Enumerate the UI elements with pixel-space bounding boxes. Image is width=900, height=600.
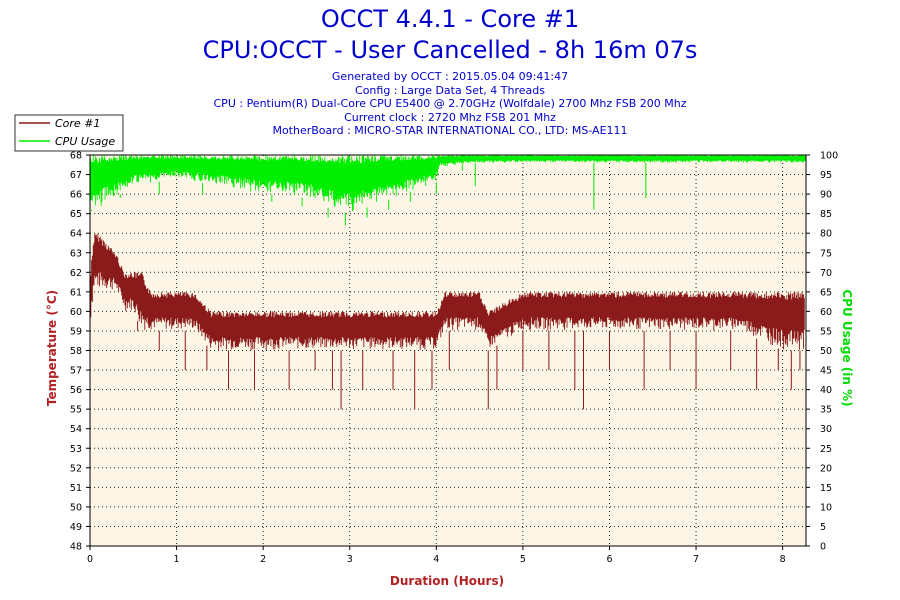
y-tick-label-left: 67 bbox=[70, 170, 82, 181]
legend: Core #1 CPU Usage bbox=[14, 114, 124, 152]
info-motherboard: MotherBoard : MICRO-STAR INTERNATIONAL C… bbox=[272, 124, 628, 137]
y-tick-label-right: 60 bbox=[820, 307, 832, 318]
x-tick-label: 1 bbox=[174, 554, 180, 565]
y-tick-label-right: 65 bbox=[820, 287, 832, 298]
y-tick-label-left: 65 bbox=[70, 209, 82, 220]
series-core-1 bbox=[89, 233, 805, 410]
x-tick-label: 5 bbox=[520, 554, 526, 565]
y-tick-label-right: 10 bbox=[820, 502, 832, 513]
y-tick-label-left: 68 bbox=[70, 151, 82, 162]
y-tick-label-left: 53 bbox=[70, 444, 82, 455]
y-axis-right-label: CPU Usage (in %) bbox=[840, 289, 854, 406]
y-tick-label-left: 57 bbox=[70, 366, 82, 377]
info-config: Config : Large Data Set, 4 Threads bbox=[355, 83, 545, 97]
y-tick-label-left: 50 bbox=[70, 502, 82, 513]
y-tick-label-left: 58 bbox=[70, 346, 82, 357]
y-tick-label-right: 35 bbox=[820, 405, 832, 416]
y-tick-label-right: 40 bbox=[820, 385, 832, 396]
y-tick-label-right: 55 bbox=[820, 326, 832, 337]
y-tick-label-left: 63 bbox=[70, 248, 82, 259]
y-tick-label-left: 52 bbox=[70, 463, 82, 474]
y-tick-label-left: 60 bbox=[70, 307, 82, 318]
y-tick-label-right: 85 bbox=[820, 209, 832, 220]
y-tick-label-right: 75 bbox=[820, 248, 832, 259]
legend-label-cpu: CPU Usage bbox=[55, 135, 115, 148]
x-tick-label: 7 bbox=[693, 554, 699, 565]
y-tick-label-left: 61 bbox=[70, 287, 82, 298]
x-tick-label: 0 bbox=[87, 554, 93, 565]
y-tick-label-right: 20 bbox=[820, 463, 832, 474]
y-tick-label-right: 100 bbox=[820, 151, 838, 162]
info-cpu: CPU : Pentium(R) Dual-Core CPU E5400 @ 2… bbox=[213, 97, 687, 110]
chart-title: OCCT 4.4.1 - Core #1 bbox=[320, 5, 580, 33]
y-tick-label-right: 30 bbox=[820, 424, 832, 435]
ticks: 4849505152535455565758596061626364656667… bbox=[70, 151, 838, 566]
y-tick-label-right: 50 bbox=[820, 346, 832, 357]
y-tick-label-left: 49 bbox=[70, 522, 82, 533]
y-tick-label-left: 56 bbox=[70, 385, 82, 396]
y-tick-label-right: 70 bbox=[820, 268, 832, 279]
x-axis-label: Duration (Hours) bbox=[390, 574, 504, 588]
x-tick-label: 3 bbox=[347, 554, 353, 565]
y-tick-label-left: 64 bbox=[70, 229, 82, 240]
x-tick-label: 6 bbox=[606, 554, 612, 565]
y-tick-label-left: 48 bbox=[70, 542, 82, 553]
y-tick-label-right: 90 bbox=[820, 190, 832, 201]
y-tick-label-right: 80 bbox=[820, 229, 832, 240]
info-generated: Generated by OCCT : 2015.05.04 09:41:47 bbox=[331, 70, 569, 83]
legend-box bbox=[14, 114, 124, 152]
x-tick-label: 2 bbox=[260, 554, 266, 565]
y-tick-label-right: 25 bbox=[820, 444, 832, 455]
y-tick-label-left: 54 bbox=[70, 424, 82, 435]
y-tick-label-left: 51 bbox=[70, 483, 82, 494]
y-tick-label-left: 55 bbox=[70, 405, 82, 416]
y-tick-label-right: 45 bbox=[820, 366, 832, 377]
x-tick-label: 8 bbox=[780, 554, 786, 565]
y-axis-left-label: Temperature (°C) bbox=[45, 290, 59, 406]
legend-label-core: Core #1 bbox=[55, 117, 100, 130]
chart-subtitle: CPU:OCCT - User Cancelled - 8h 16m 07s bbox=[202, 36, 698, 64]
y-tick-label-right: 5 bbox=[820, 522, 826, 533]
y-tick-label-left: 66 bbox=[70, 190, 82, 201]
info-clock: Current clock : 2720 Mhz FSB 201 Mhz bbox=[344, 110, 556, 124]
y-tick-label-right: 0 bbox=[820, 542, 826, 553]
y-tick-label-right: 15 bbox=[820, 483, 832, 494]
y-tick-label-left: 59 bbox=[70, 326, 82, 337]
y-tick-label-left: 62 bbox=[70, 268, 82, 279]
y-tick-label-right: 95 bbox=[820, 170, 832, 181]
x-tick-label: 4 bbox=[433, 554, 439, 565]
